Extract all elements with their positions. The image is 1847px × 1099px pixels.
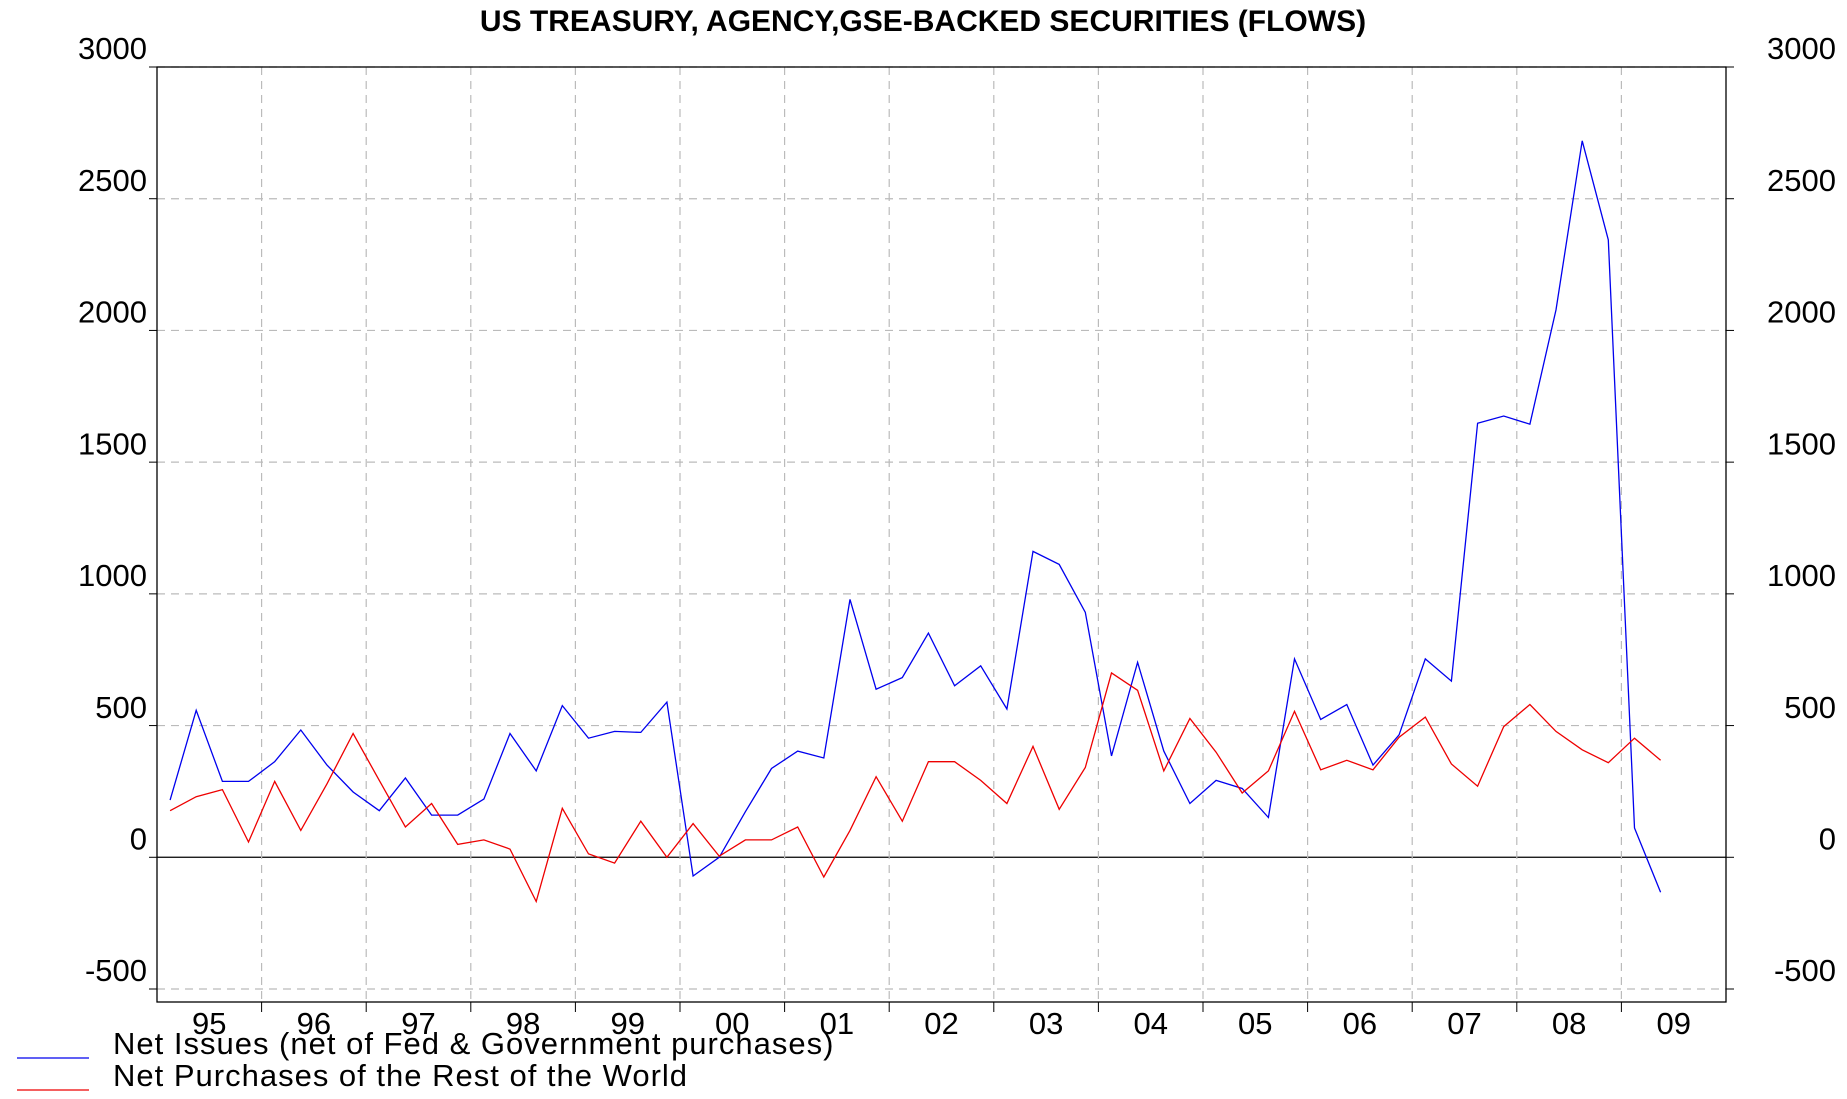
x-tick-label: 98 — [506, 1006, 540, 1041]
x-tick-label: 04 — [1133, 1006, 1167, 1041]
x-tick-label: 09 — [1656, 1006, 1690, 1041]
x-tick-label: 08 — [1552, 1006, 1586, 1041]
y-tick-label: 3000 — [78, 31, 147, 66]
y2-tick-label: 1000 — [1767, 558, 1836, 593]
y2-tick-label: 0 — [1819, 821, 1836, 856]
legend-label: Net Purchases of the Rest of the World — [113, 1058, 688, 1093]
y2-tick-label: 3000 — [1767, 31, 1836, 66]
chart-title: US TREASURY, AGENCY,GSE-BACKED SECURITIE… — [480, 5, 1366, 38]
x-tick-label: 07 — [1447, 1006, 1481, 1041]
y-tick-label: 2000 — [78, 295, 147, 330]
y-tick-label: 500 — [95, 690, 147, 725]
x-tick-label: 97 — [401, 1006, 435, 1041]
x-tick-label: 01 — [820, 1006, 854, 1041]
x-tick-label: 99 — [610, 1006, 644, 1041]
x-tick-label: 02 — [924, 1006, 958, 1041]
x-tick-label: 06 — [1343, 1006, 1377, 1041]
y2-tick-label: 2000 — [1767, 295, 1836, 330]
series-line — [169, 671, 1662, 904]
x-tick-label: 95 — [192, 1006, 226, 1041]
series-line — [169, 140, 1662, 893]
y-tick-label: 1000 — [78, 558, 147, 593]
y2-tick-label: 2500 — [1767, 163, 1836, 198]
y2-tick-label: -500 — [1774, 953, 1836, 988]
plot-frame — [156, 66, 1727, 1003]
y-tick-label: -500 — [85, 953, 147, 988]
x-tick-label: 00 — [715, 1006, 749, 1041]
y2-tick-label: 500 — [1784, 690, 1836, 725]
x-tick-label: 05 — [1238, 1006, 1272, 1041]
legend-label: Net Issues (net of Fed & Government purc… — [113, 1026, 834, 1061]
y-tick-label: 2500 — [78, 163, 147, 198]
x-tick-label: 96 — [297, 1006, 331, 1041]
y-tick-label: 0 — [130, 821, 147, 856]
y-tick-label: 1500 — [78, 426, 147, 461]
x-tick-label: 03 — [1029, 1006, 1063, 1041]
y2-tick-label: 1500 — [1767, 426, 1836, 461]
